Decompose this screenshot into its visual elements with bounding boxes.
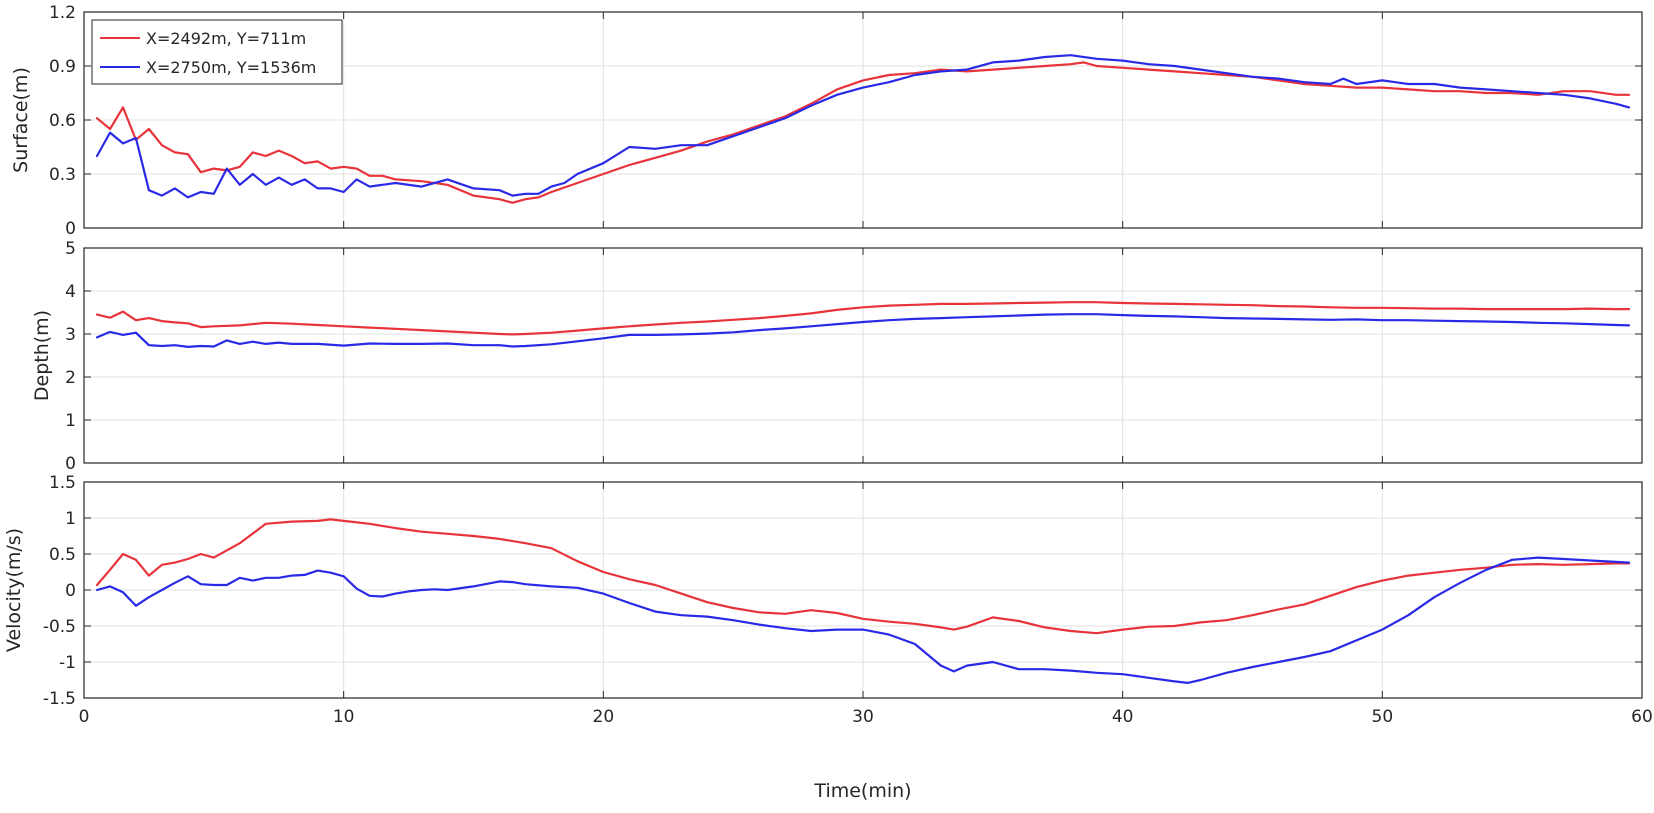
- series-line-2: [95, 313, 1631, 348]
- panel-2: 0 1 2 3 4 5 Depth(m): [31, 239, 1643, 474]
- x-tick-label: 40: [1112, 707, 1134, 727]
- y-tick-label: 2: [65, 368, 76, 388]
- y-tick-label: 0: [65, 581, 76, 601]
- panel-3: -1.5 -1 -0.5 0 0.5 1 1.5 Velocity(m/s) 0 10 20 30 40…: [3, 473, 1653, 727]
- y-axis-label: Surface(m): [10, 67, 32, 173]
- y-tick-label: 4: [65, 282, 76, 302]
- y-tick-label: 1.5: [49, 473, 76, 493]
- y-tick-label: -0.5: [43, 617, 76, 637]
- y-tick-label: 1: [65, 509, 76, 529]
- y-tick-label: -1.5: [43, 689, 76, 709]
- y-tick-label: 5: [65, 239, 76, 259]
- x-tick-label: 20: [593, 707, 615, 727]
- plot-frame: [83, 481, 1643, 699]
- y-tick-label: 0: [65, 219, 76, 239]
- plot-frame: [83, 247, 1643, 464]
- y-tick-label: 1: [65, 411, 76, 431]
- legend-label-series-1: X=2492m, Y=711m: [146, 29, 306, 48]
- panel-1: 0 0.3 0.6 0.9 1.2 Surface(m): [10, 3, 1643, 239]
- series-line-1: [95, 61, 1631, 204]
- legend: X=2492m, Y=711m X=2750m, Y=1536m: [91, 19, 343, 85]
- x-tick-label: 10: [333, 707, 355, 727]
- y-tick-label: 1.2: [49, 3, 76, 23]
- y-tick-label: 0: [65, 454, 76, 474]
- y-axis-label: Depth(m): [31, 310, 53, 401]
- legend-label-series-2: X=2750m, Y=1536m: [146, 58, 316, 77]
- x-tick-label: 50: [1372, 707, 1394, 727]
- x-tick-label: 0: [79, 707, 90, 727]
- x-axis-label: Time(min): [813, 780, 911, 802]
- y-tick-label: 3: [65, 325, 76, 345]
- series-line-1: [95, 301, 1631, 336]
- x-tick-label: 60: [1631, 707, 1653, 727]
- y-tick-label: 0.9: [49, 57, 76, 77]
- series-line-1: [95, 518, 1631, 635]
- y-tick-label: 0.5: [49, 545, 76, 565]
- y-tick-label: -1: [59, 653, 76, 673]
- legend-box: [91, 19, 343, 85]
- series-line-2: [95, 54, 1631, 199]
- series-line-2: [95, 556, 1631, 685]
- y-tick-label: 0.6: [49, 111, 76, 131]
- y-axis-label: Velocity(m/s): [3, 528, 25, 652]
- plot-frame: [83, 11, 1643, 229]
- x-tick-label: 30: [852, 707, 874, 727]
- y-tick-label: 0.3: [49, 165, 76, 185]
